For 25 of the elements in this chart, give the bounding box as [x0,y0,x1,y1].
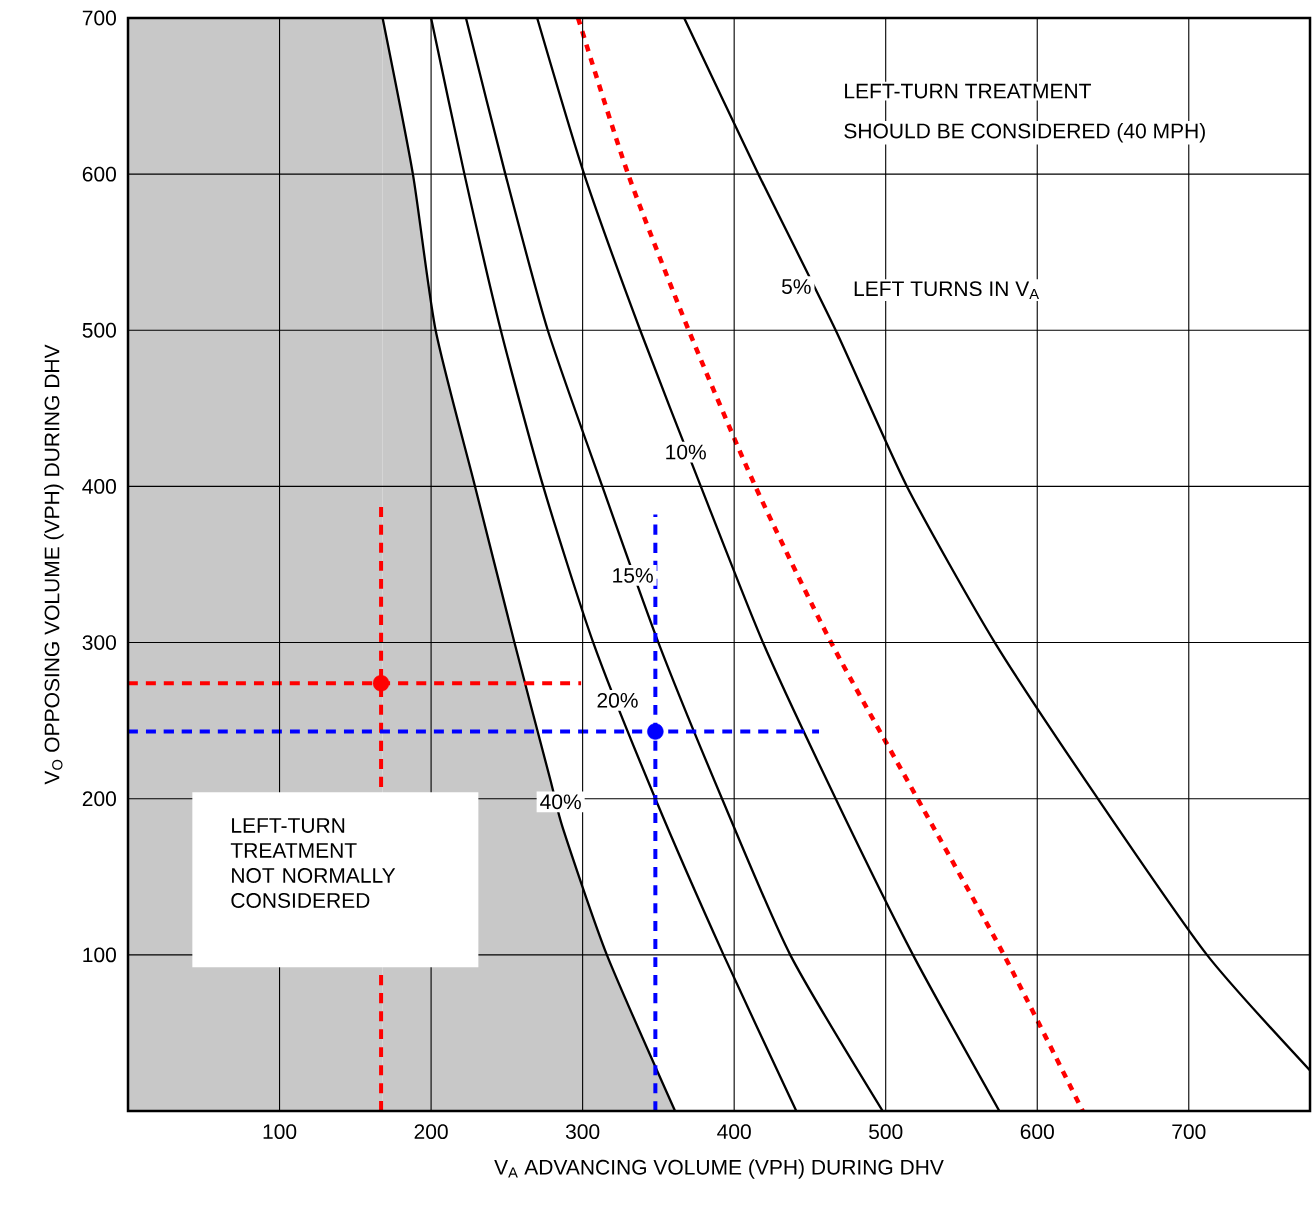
y-tick-label: 200 [82,791,116,807]
annotation: SHOULD BE CONSIDERED (40 MPH) [844,123,1205,143]
series-label: 40% [540,794,581,810]
y-tick-label: 700 [82,10,116,26]
series-label: 10% [666,444,706,460]
series-label: 15% [613,568,653,583]
series-label: 5% [781,279,811,294]
y-tick-label: 400 [82,478,116,494]
x-tick-label: 700 [1172,1124,1206,1140]
annotation: LEFT-TURN TREATMENT NOT NORMALLY CONSIDERED [230,818,396,908]
x-tick-label: 300 [565,1124,600,1140]
x-tick-label: 400 [717,1124,751,1140]
x-tick-label: 100 [263,1124,297,1140]
annotation: LEFT-TURN TREATMENT [845,83,1091,99]
x-axis-title: V$_{A}$ ADVANCING VOLUME (VPH) DURING DHV [494,1159,944,1179]
annotation: LEFT TURNS IN V$_{A}$ [854,281,1040,300]
y-tick-label: 600 [82,166,116,182]
series-label: 20% [597,692,638,708]
x-tick-label: 500 [869,1124,903,1140]
y-tick-label: 300 [82,635,116,650]
x-tick-label: 200 [414,1124,448,1140]
y-tick-label: 500 [82,322,116,338]
y-tick-label: 100 [83,947,116,963]
y-axis-title: V$_{O}$ OPPOSING VOLUME (VPH) DURING DHV [44,344,64,785]
x-tick-label: 600 [1020,1124,1054,1140]
